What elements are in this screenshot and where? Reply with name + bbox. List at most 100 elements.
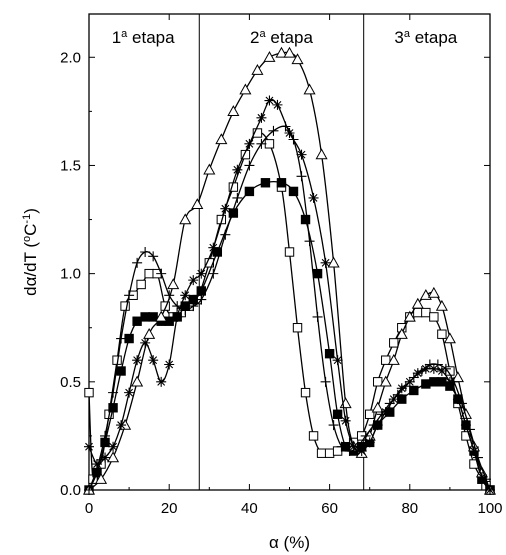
axis-ticks: 0 20 40 60 80 100 0.0 0.5 1.0 1.5 2.0: [60, 14, 503, 517]
point-open-triangle: [327, 256, 340, 268]
point-plus: [320, 376, 331, 387]
y-tick-label: 0.5: [60, 374, 81, 391]
point-filled-square: [260, 178, 271, 188]
point-asterisk: [188, 275, 199, 286]
point-asterisk: [100, 452, 111, 463]
point-plus: [92, 463, 103, 474]
point-plus: [208, 268, 219, 279]
point-filled-square: [429, 377, 439, 387]
point-open-triangle: [411, 297, 424, 309]
point-plus: [296, 171, 307, 182]
stage-dividers: [198, 14, 365, 490]
x-tick-label: 80: [401, 500, 418, 517]
series-plus: [84, 121, 495, 495]
stage-label: 1a etapa: [112, 28, 175, 47]
point-asterisk: [476, 472, 487, 483]
point-open-triangle: [263, 51, 276, 62]
point-open-triangle: [371, 401, 384, 413]
stage-labels: 1a etapa 2a etapa 3a etapa: [112, 28, 458, 47]
point-open-square: [240, 149, 251, 160]
point-plus: [448, 376, 459, 387]
point-filled-square: [132, 316, 142, 326]
point-asterisk: [460, 420, 471, 431]
point-open-triangle: [131, 375, 144, 387]
x-tick-label: 20: [161, 500, 178, 517]
point-plus: [432, 359, 443, 370]
point-open-square: [324, 448, 335, 458]
point-open-triangle: [419, 289, 432, 300]
point-plus: [352, 441, 363, 452]
point-filled-square: [244, 186, 255, 197]
point-open-triangle: [203, 163, 216, 175]
point-asterisk: [436, 366, 447, 376]
point-open-triangle: [155, 310, 168, 322]
y-tick-label: 2.0: [60, 49, 81, 66]
point-open-square: [389, 338, 399, 348]
point-plus: [232, 192, 243, 203]
point-asterisk: [412, 368, 423, 379]
point-plus: [256, 138, 267, 149]
point-plus: [368, 420, 379, 431]
point-open-triangle: [191, 198, 204, 210]
series-group: [82, 46, 497, 495]
point-open-triangle: [443, 332, 456, 344]
point-plus: [188, 301, 199, 312]
point-plus: [464, 424, 475, 435]
point-open-square: [413, 307, 423, 318]
point-open-square: [381, 355, 391, 365]
point-plus: [268, 125, 279, 136]
point-asterisk: [420, 363, 431, 374]
point-open-triangle: [303, 83, 316, 95]
point-asterisk: [244, 138, 255, 149]
point-filled-square: [124, 333, 134, 344]
point-open-triangle: [143, 327, 156, 339]
point-open-triangle: [239, 83, 252, 95]
point-plus: [328, 420, 339, 431]
point-open-triangle: [251, 64, 264, 75]
point-open-square: [429, 312, 439, 322]
point-asterisk: [380, 407, 391, 418]
point-plus: [220, 229, 231, 240]
point-open-triangle: [403, 310, 416, 322]
point-plus: [416, 366, 427, 376]
point-open-square: [300, 387, 311, 398]
y-tick-label: 0.0: [60, 482, 81, 499]
point-asterisk: [468, 446, 479, 457]
point-plus: [196, 294, 207, 305]
y-axis-title-degree: o: [21, 236, 33, 242]
point-filled-square: [300, 214, 311, 225]
point-open-triangle: [167, 278, 180, 290]
point-asterisk: [156, 376, 167, 387]
x-tick-label: 0: [85, 500, 93, 517]
x-tick-label: 100: [477, 500, 502, 517]
point-plus: [336, 441, 347, 452]
point-plus: [116, 333, 127, 344]
point-filled-square: [288, 186, 299, 197]
point-open-square: [308, 431, 319, 441]
x-tick-label: 40: [241, 500, 258, 517]
point-plus: [280, 121, 291, 132]
point-open-triangle: [283, 46, 296, 58]
point-plus: [472, 452, 483, 463]
point-plus: [148, 251, 159, 262]
point-plus: [384, 398, 395, 409]
point-asterisk: [272, 99, 283, 110]
point-open-triangle: [435, 299, 448, 311]
point-asterisk: [256, 112, 267, 123]
point-open-square: [84, 387, 94, 398]
point-asterisk: [308, 192, 319, 203]
y-axis-title-close: ): [21, 208, 40, 214]
y-axis-title-base: dα/dT (: [21, 242, 40, 296]
point-open-square: [252, 128, 263, 138]
point-asterisk: [356, 446, 367, 457]
y-axis-title-exponent: -1: [21, 214, 33, 224]
point-plus: [304, 236, 315, 247]
point-open-triangle: [215, 133, 228, 145]
x-tick-label: 60: [321, 500, 338, 517]
point-plus: [376, 409, 387, 420]
point-open-square: [332, 446, 343, 456]
point-asterisk: [84, 441, 94, 452]
point-filled-square: [324, 348, 335, 359]
point-plus: [140, 247, 151, 257]
